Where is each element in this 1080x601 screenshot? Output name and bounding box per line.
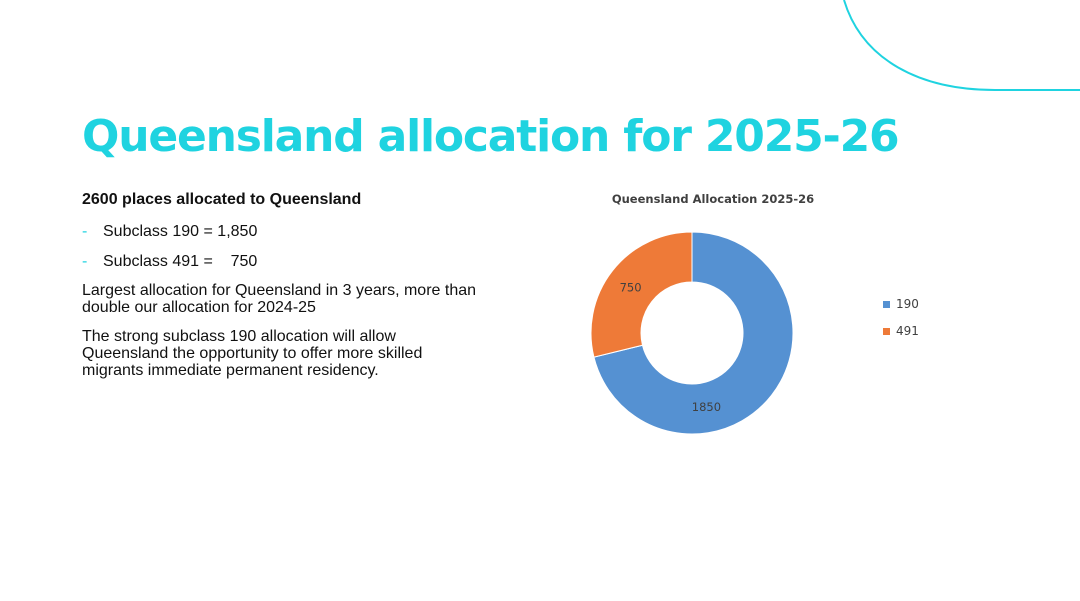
chart-legend: 190 491 — [883, 297, 919, 351]
paragraph-largest-allocation: Largest allocation for Queensland in 3 y… — [82, 282, 477, 316]
bullet-dash: - — [82, 223, 88, 240]
legend-label: 190 — [896, 297, 919, 311]
text-content: 2600 places allocated to Queensland - Su… — [82, 190, 482, 379]
bullet-dash: - — [82, 253, 88, 270]
donut-slice-190 — [593, 231, 794, 435]
legend-item-190: 190 — [883, 297, 919, 311]
subhead: 2600 places allocated to Queensland — [82, 191, 362, 208]
legend-label: 491 — [896, 324, 919, 338]
legend-swatch — [883, 327, 890, 335]
data-label-491: 750 — [620, 281, 642, 295]
chart-title: Queensland Allocation 2025-26 — [611, 192, 815, 206]
legend-item-491: 491 — [883, 324, 919, 338]
legend-swatch — [883, 300, 890, 308]
data-label-190: 1850 — [692, 400, 721, 414]
paragraph-strong-allocation: The strong subclass 190 allocation will … — [82, 328, 423, 379]
bullet-text: Subclass 190 = 1,850 — [103, 223, 258, 240]
bullet-subclass-491: - Subclass 491 = 750 — [82, 252, 482, 272]
bullet-subclass-190: - Subclass 190 = 1,850 — [82, 222, 482, 242]
bullet-text: Subclass 491 = 750 — [103, 253, 258, 270]
donut-slice-491 — [590, 231, 693, 358]
page-title: Queensland allocation for 2025-26 — [82, 111, 900, 162]
